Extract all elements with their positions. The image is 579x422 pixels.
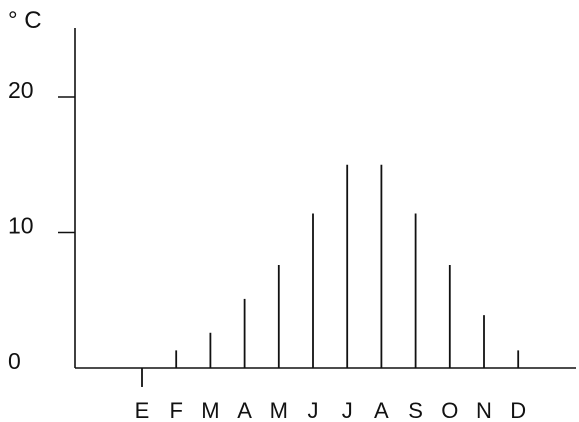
x-tick-label: S [408,398,423,422]
y-ticks: 0 10 20 [8,77,75,374]
x-tick-label: M [270,398,288,422]
x-tick-label: O [441,398,458,422]
y-axis-unit-label: ° C [8,7,42,34]
x-tick-label: J [308,398,319,422]
y-tick-label: 20 [8,77,34,103]
x-tick-label: N [476,398,492,422]
y-tick-label: 10 [8,213,34,239]
x-tick-label: M [201,398,219,422]
x-tick-label: J [342,398,353,422]
x-tick-label: E [135,398,150,422]
y-tick-label: 0 [8,348,21,374]
axes [74,28,576,369]
x-tick-label: A [237,398,252,422]
x-tick-label: A [374,398,389,422]
bars [141,164,520,387]
x-tick-label: D [510,398,526,422]
x-tick-label: F [169,398,182,422]
